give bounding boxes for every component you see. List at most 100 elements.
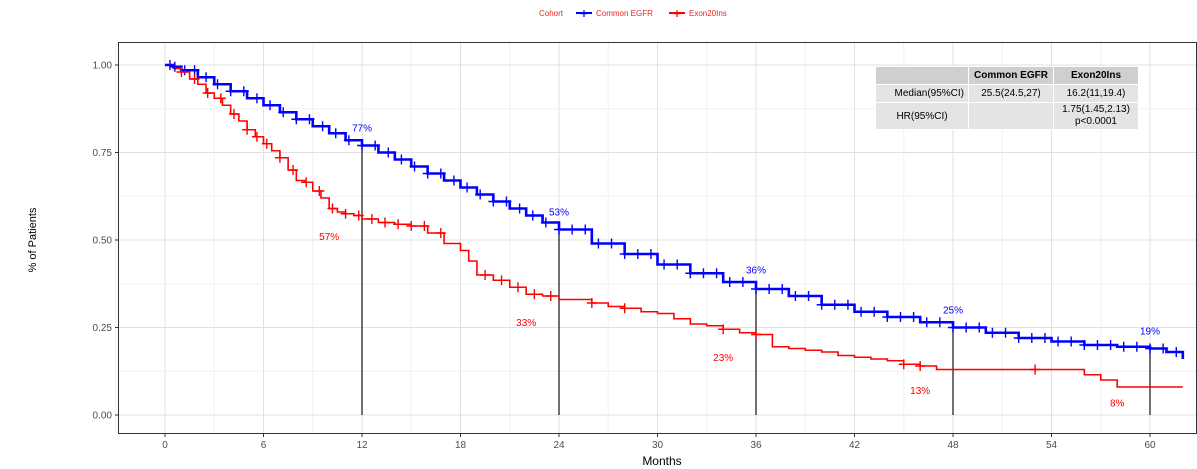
censor-mark-common-egfr [1105,340,1116,350]
censor-mark-common-egfr [317,121,328,132]
censor-mark-common-egfr [343,135,354,146]
censor-mark-exon20ins [353,210,364,221]
censor-mark-common-egfr [501,196,512,207]
x-tick-label: 36 [750,440,762,451]
censor-mark-common-egfr [685,268,696,279]
censor-mark-common-egfr [908,312,919,322]
censor-mark-exon20ins [512,282,523,293]
stats-p-value: p<0.0001 [1075,116,1117,127]
censor-mark-common-egfr [829,299,840,310]
censor-mark-common-egfr [777,284,788,294]
stats-header-common-egfr: Common EGFR [968,66,1054,85]
censor-mark-common-egfr [974,322,985,333]
censor-mark-common-egfr [1066,336,1077,347]
x-tick-label: 30 [652,440,664,451]
stats-hr-common-egfr [968,102,1054,130]
censor-mark-exon20ins [718,324,729,335]
censor-mark-common-egfr [225,86,236,97]
censor-mark-exon20ins [545,291,556,301]
x-tick-label: 54 [1046,440,1058,451]
censor-mark-common-egfr [567,224,578,235]
annotation-25-pct: 25% [943,306,963,317]
censor-mark-common-egfr [1171,347,1182,357]
legend-label-common-egfr: Common EGFR [596,9,653,18]
censor-mark-exon20ins [228,109,239,119]
annotation-53-pct: 53% [549,208,569,219]
censor-mark-common-egfr [737,277,748,287]
censor-mark-exon20ins [419,221,430,231]
y-axis-title: % of Patients [27,207,39,272]
legend-label-exon20ins: Exon20Ins [689,9,727,18]
censor-mark-common-egfr [278,107,289,118]
x-axis-title: Months [642,454,681,468]
censor-mark-exon20ins [480,270,491,280]
censor-mark-exon20ins [314,186,325,196]
censor-mark-common-egfr [764,284,775,294]
censor-mark-exon20ins [176,67,187,77]
censor-mark-exon20ins [261,138,272,149]
censor-mark-common-egfr [632,249,643,259]
censor-mark-exon20ins [189,74,200,84]
censor-mark-common-egfr [1013,333,1024,343]
annotation-77-pct: 77% [352,124,372,135]
censor-mark-exon20ins [406,221,417,231]
censor-mark-common-egfr [189,65,200,76]
censor-mark-exon20ins [529,289,540,300]
censor-mark-common-egfr [409,161,420,172]
stats-label-median: Median(95%CI) [875,84,969,103]
censor-mark-common-egfr [790,291,801,301]
censor-mark-exon20ins [301,177,312,188]
censor-mark-common-egfr [475,189,486,200]
censor-mark-common-egfr [1145,343,1155,354]
censor-mark-common-egfr [895,312,906,322]
annotation-13-pct: 13% [910,386,930,397]
censor-mark-common-egfr [201,72,212,83]
censor-mark-exon20ins [251,131,262,142]
censor-mark-common-egfr [383,147,394,158]
y-tick-label: 0.50 [93,236,113,247]
censor-mark-common-egfr [1092,340,1103,350]
censor-mark-exon20ins [586,298,597,308]
censor-mark-common-egfr [856,306,867,317]
x-tick-label: 0 [162,440,168,451]
y-tick-label: 0.25 [93,323,113,334]
censor-mark-common-egfr [934,317,945,328]
censor-mark-common-egfr [330,128,341,139]
x-axis-ticks: 0 6 12 18 24 30 36 42 48 54 60 [162,434,1156,451]
stats-table: Common EGFR Exon20Ins Median(95%CI) 25.5… [875,66,1139,130]
stats-row-median: Median(95%CI) 25.5(24.5,27) 16.2(11,19.4… [875,84,1139,103]
censor-mark-common-egfr [238,86,249,97]
censor-mark-common-egfr [304,114,315,125]
censor-mark-common-egfr [987,327,998,338]
censor-mark-exon20ins [366,214,377,224]
censor-mark-common-egfr [619,249,630,259]
censor-mark-common-egfr [751,284,761,294]
censor-mark-common-egfr [1158,343,1169,354]
x-tick-label: 60 [1144,440,1156,451]
drop-lines [361,145,1151,415]
censor-mark-common-egfr [659,259,670,270]
censor-mark-common-egfr [1118,341,1129,352]
censor-mark-common-egfr [514,203,525,214]
percent-annotations: 77% 53% 36% 25% 19% 57% 33% 23% 13% 8% [319,124,1160,410]
censor-mark-common-egfr [1000,327,1011,338]
censor-mark-exon20ins [327,203,338,214]
censor-mark-exon20ins [288,165,299,175]
censor-mark-exon20ins [435,228,446,238]
censor-mark-common-egfr [448,175,459,186]
censor-mark-exon20ins [915,361,926,371]
censor-mark-exon20ins [393,219,404,230]
censor-mark-common-egfr [527,210,538,221]
x-tick-label: 12 [356,440,368,451]
x-tick-label: 24 [553,440,565,451]
censor-mark-common-egfr [961,322,972,333]
censor-mark-common-egfr [645,249,656,259]
censor-mark-common-egfr [606,238,617,249]
censor-mark-common-egfr [698,268,709,279]
curve-exon20ins [165,64,1183,388]
x-tick-label: 48 [947,440,959,451]
censor-mark-common-egfr [1039,333,1050,343]
censor-mark-exon20ins [242,124,253,135]
censor-mark-common-egfr [370,140,381,151]
annotation-33-pct: 33% [516,318,536,329]
